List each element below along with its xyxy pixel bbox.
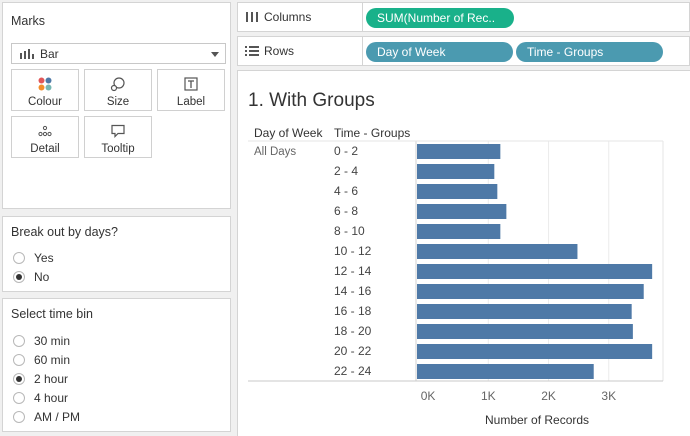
mark-type-dropdown[interactable]: Bar [11, 43, 226, 64]
columns-shelf-label: Columns [238, 3, 363, 31]
category-label: 16 - 18 [334, 304, 372, 318]
category-label: 12 - 14 [334, 264, 372, 278]
radio-label: 60 min [34, 353, 71, 367]
radio-button[interactable] [13, 252, 25, 264]
label-button[interactable]: Label [157, 69, 225, 111]
detail-label: Detail [30, 143, 60, 155]
bar [417, 344, 653, 359]
category-label: 0 - 2 [334, 144, 358, 158]
bar [417, 204, 507, 219]
radio-button[interactable] [13, 335, 25, 347]
break-out-card: Break out by days? Yes No [2, 216, 231, 292]
rows-shelf-label: Rows [238, 37, 363, 65]
size-icon [110, 77, 125, 92]
radio-button[interactable] [13, 411, 25, 423]
time-groups-pill[interactable]: Time - Groups [516, 42, 663, 62]
radio-label: No [34, 270, 50, 284]
columns-label: Columns [264, 10, 312, 24]
day-of-week-pill[interactable]: Day of Week [366, 42, 513, 62]
category-label: 10 - 12 [334, 244, 372, 258]
detail-icon [38, 125, 52, 137]
x-tick-label: 3K [601, 389, 616, 403]
radio-button[interactable] [13, 373, 25, 385]
worksheet-view: 1. With Groups Day of Week Time - Groups… [237, 70, 690, 436]
category-label: 6 - 8 [334, 204, 358, 218]
category-label: 8 - 10 [334, 224, 365, 238]
x-tick-label: 0K [421, 389, 436, 403]
bar [417, 364, 594, 379]
category-label: 22 - 24 [334, 364, 372, 378]
tooltip-button[interactable]: Tooltip [84, 116, 152, 158]
time-bin-title: Select time bin [11, 307, 93, 321]
tooltip-icon [111, 124, 125, 138]
time-groups-header: Time - Groups [334, 126, 411, 140]
radio-button[interactable] [13, 392, 25, 404]
day-label: All Days [254, 146, 296, 158]
bar [417, 264, 653, 279]
x-tick-label: 1K [481, 389, 496, 403]
left-panel: Marks Bar Colour [0, 0, 232, 436]
bar-chart-icon [20, 49, 34, 59]
detail-button[interactable]: Detail [11, 116, 79, 158]
label-label: Label [176, 96, 206, 108]
bar [417, 184, 498, 199]
colour-dots-icon [38, 77, 52, 91]
size-label: Size [106, 96, 130, 108]
marks-title: Marks [11, 14, 46, 28]
columns-shelf[interactable]: Columns SUM(Number of Rec.. [237, 2, 690, 32]
time-bin-card: Select time bin 30 min 60 min 2 hour 4 h… [2, 298, 231, 432]
size-button[interactable]: Size [84, 69, 152, 111]
bar [417, 324, 633, 339]
columns-icon [246, 12, 258, 22]
radio-button[interactable] [13, 354, 25, 366]
chevron-down-icon [211, 52, 219, 57]
bar [417, 304, 632, 319]
category-label: 18 - 20 [334, 324, 372, 338]
bar [417, 164, 495, 179]
radio-label: AM / PM [34, 410, 81, 424]
rows-label: Rows [264, 44, 295, 58]
category-label: 4 - 6 [334, 184, 358, 198]
worksheet-title: 1. With Groups [248, 90, 375, 111]
radio-label: Yes [34, 251, 54, 265]
rows-shelf[interactable]: Rows Day of Week Time - Groups [237, 36, 690, 66]
category-label: 20 - 22 [334, 344, 372, 358]
bar-chart: All Days 0 - 2 2 - 4 4 - 6 6 - 8 8 - 10 10 - 1… [248, 140, 664, 403]
tooltip-label: Tooltip [101, 143, 135, 155]
bar [417, 284, 644, 299]
day-of-week-header: Day of Week [254, 126, 323, 140]
radio-button[interactable] [13, 271, 25, 283]
x-tick-label: 2K [541, 389, 556, 403]
bar [417, 244, 578, 259]
bar [417, 144, 501, 159]
radio-label: 30 min [34, 334, 71, 348]
marks-card: Marks Bar Colour [2, 2, 231, 209]
x-axis-title: Number of Records [485, 413, 590, 427]
colour-button[interactable]: Colour [11, 69, 79, 111]
mark-type-label: Bar [40, 47, 59, 61]
category-label: 14 - 16 [334, 284, 372, 298]
rows-icon [245, 46, 259, 56]
colour-label: Colour [28, 96, 62, 108]
radio-label: 2 hour [34, 372, 69, 386]
sum-records-pill[interactable]: SUM(Number of Rec.. [366, 8, 514, 28]
category-label: 2 - 4 [334, 164, 358, 178]
label-icon [184, 77, 198, 91]
bar [417, 224, 501, 239]
break-out-title: Break out by days? [11, 225, 119, 239]
radio-label: 4 hour [34, 391, 69, 405]
